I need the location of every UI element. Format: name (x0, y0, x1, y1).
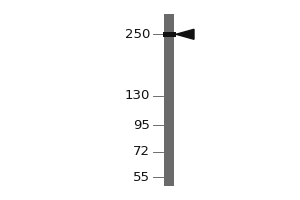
Text: 250: 250 (124, 28, 150, 41)
Text: 95: 95 (133, 119, 150, 132)
Bar (164, 14, 175, 186)
Polygon shape (176, 29, 194, 39)
Text: 55: 55 (133, 171, 150, 184)
Text: 130: 130 (124, 89, 150, 102)
Bar (163, 32, 176, 37)
Text: 72: 72 (133, 145, 150, 158)
